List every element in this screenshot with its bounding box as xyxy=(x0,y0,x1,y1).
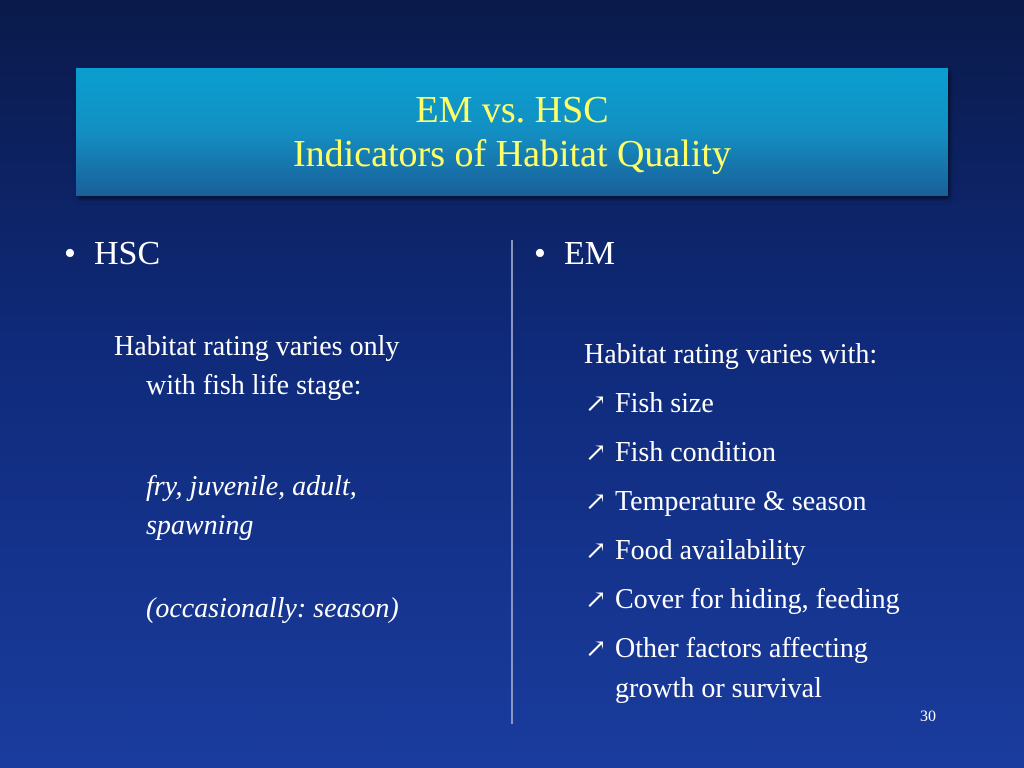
arrow-northeast-icon: ↗ xyxy=(585,536,607,565)
right-intro: Habitat rating varies with: xyxy=(584,339,878,370)
left-para2-line2: spawning xyxy=(146,510,254,541)
left-bullet: • HSC xyxy=(64,236,160,272)
arrow-northeast-icon: ↗ xyxy=(585,634,607,663)
left-bullet-label: HSC xyxy=(94,235,161,272)
column-divider xyxy=(511,240,513,724)
left-para2-line1: fry, juvenile, adult, xyxy=(146,471,357,502)
left-para1-line2: with fish life stage: xyxy=(146,370,362,401)
list-item-label: Food availability xyxy=(615,535,806,566)
arrow-northeast-icon: ↗ xyxy=(585,487,607,516)
list-item: ↗ Other factors affecting growth or surv… xyxy=(585,629,935,709)
list-item-label: Fish size xyxy=(615,388,714,419)
title-line-2: Indicators of Habitat Quality xyxy=(293,133,731,175)
list-item: ↗ Cover for hiding, feeding xyxy=(585,580,975,620)
bullet-dot-icon: • xyxy=(534,235,546,272)
list-item: ↗ Food availability xyxy=(585,531,975,571)
list-item-label: Other factors affecting growth or surviv… xyxy=(615,633,868,704)
title-line-1: EM vs. HSC xyxy=(415,89,609,131)
bullet-dot-icon: • xyxy=(64,235,76,272)
slide-number: 30 xyxy=(920,708,936,725)
list-item-label: Cover for hiding, feeding xyxy=(615,584,900,615)
arrow-northeast-icon: ↗ xyxy=(585,438,607,467)
list-item: ↗ Fish size xyxy=(585,384,975,424)
arrow-northeast-icon: ↗ xyxy=(585,585,607,614)
left-para1-line1: Habitat rating varies only xyxy=(114,331,400,362)
right-bullet-label: EM xyxy=(564,235,615,272)
arrow-northeast-icon: ↗ xyxy=(585,389,607,418)
title-box: EM vs. HSC Indicators of Habitat Quality xyxy=(76,68,948,196)
list-item: ↗ Fish condition xyxy=(585,433,975,473)
right-bullet: • EM xyxy=(534,236,615,272)
list-item: ↗ Temperature & season xyxy=(585,482,975,522)
list-item-label: Temperature & season xyxy=(615,486,867,517)
list-item-label: Fish condition xyxy=(615,437,777,468)
left-para3: (occasionally: season) xyxy=(146,593,399,624)
